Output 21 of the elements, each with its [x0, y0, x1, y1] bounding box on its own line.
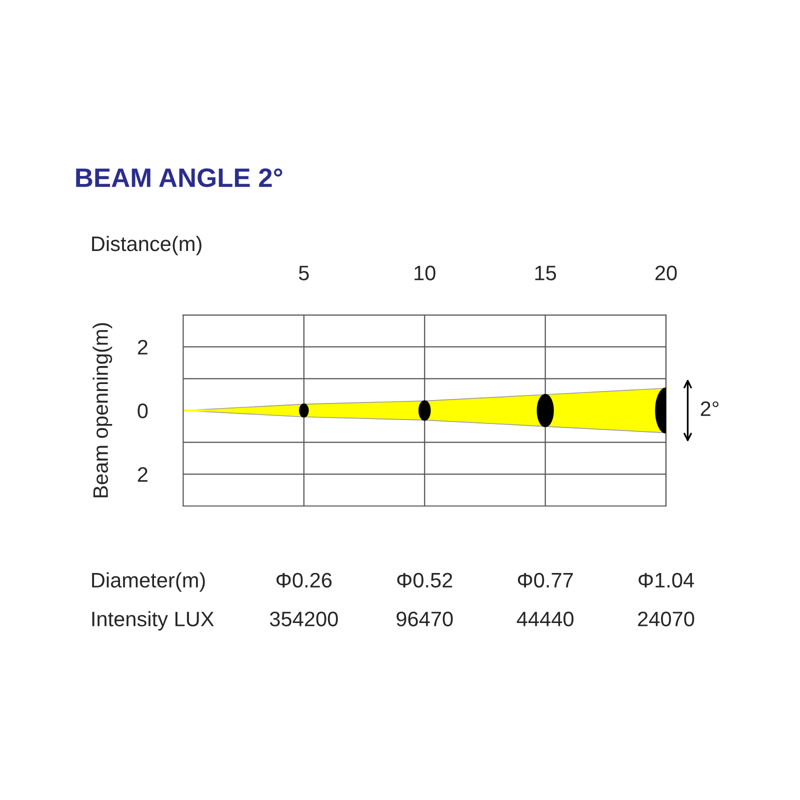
y-tick-label: 2: [138, 467, 148, 482]
x-tick-label: 20: [655, 266, 677, 280]
chart-title: BEAM ANGLE 2°: [76, 168, 282, 188]
y-tick-label: 2: [138, 340, 148, 354]
text: 44440: [516, 612, 574, 626]
x-tick-label: 15: [535, 266, 556, 280]
x-tick-label: 10: [414, 266, 436, 280]
text: Φ0.52: [397, 572, 452, 588]
text: Φ0.26: [276, 572, 332, 588]
x-axis-title: Distance(m): [92, 236, 202, 256]
text: 354200: [270, 612, 338, 626]
y-axis-title: Beam openning(m): [92, 323, 112, 498]
y-tick-label: 0: [138, 404, 148, 418]
text: 2°: [700, 401, 718, 416]
text: Intensity LUX: [92, 611, 214, 631]
text: Φ0.77: [518, 572, 573, 588]
text: 24070: [638, 612, 694, 626]
text: 96470: [396, 612, 453, 626]
x-tick-label: 5: [298, 266, 309, 280]
text: Diameter(m): [92, 572, 205, 592]
text: Φ1.04: [638, 572, 694, 588]
